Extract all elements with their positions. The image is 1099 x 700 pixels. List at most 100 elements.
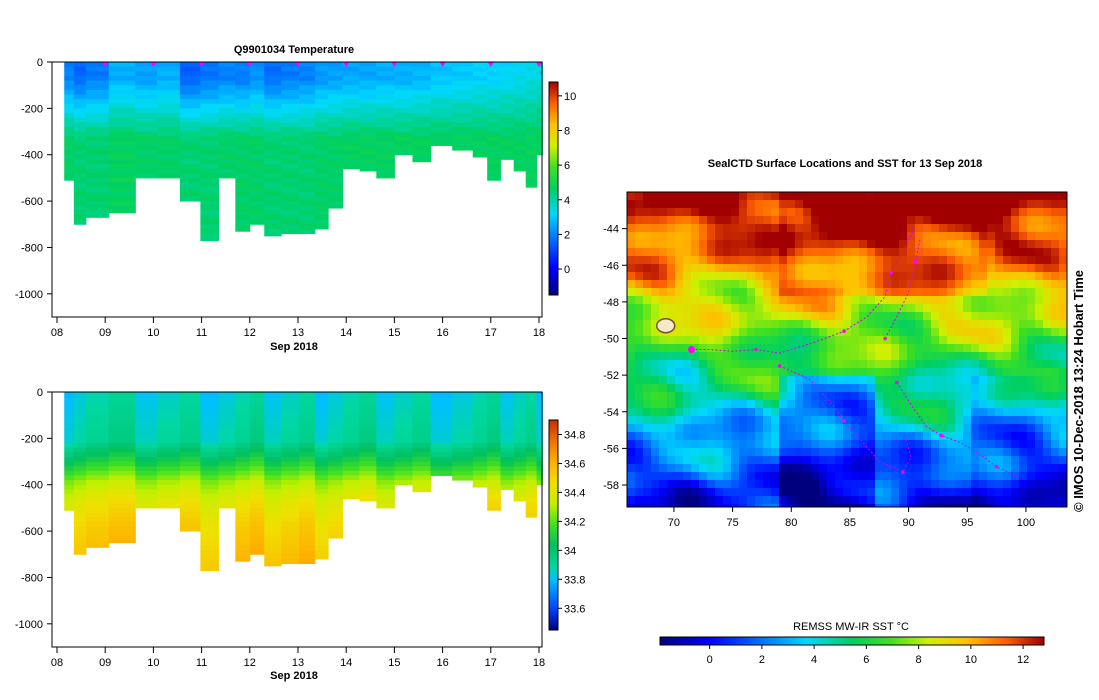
salinity-cell [281,433,300,439]
temperature-cell [135,89,158,95]
temperature-cell [249,99,265,105]
temperature-cell [299,177,316,184]
temperature-cell [299,113,316,119]
sst-cell [779,264,787,272]
sst-cell [915,192,923,200]
lat-tick-label: -56 [603,443,619,455]
temperature-cell [513,117,527,123]
temperature-cell [452,131,474,137]
temperature-cell [108,154,136,160]
sst-cell [699,440,707,448]
temperature-cell [376,122,395,128]
salinity-cell [200,424,219,430]
temperature-cell [513,75,527,82]
salinity-cell [536,410,543,416]
sst-cell [803,416,811,424]
sst-cell [699,192,707,200]
salinity-cell [157,470,181,476]
salinity-cell [452,438,474,444]
sst-cell [835,264,843,272]
sst-cell [715,464,723,472]
sst-cell [643,344,651,352]
salinity-cell [235,456,251,463]
temperature-cell [200,150,219,156]
sst-cell [1035,480,1043,488]
sst-cell [835,448,843,456]
sst-cell [883,328,891,336]
salinity-cell [500,456,515,463]
sst-cell [659,256,667,264]
sst-cell [763,240,771,248]
sst-cell [987,488,995,496]
sst-cell [875,464,883,472]
sst-cell [963,320,971,328]
sst-cell [1035,416,1043,424]
sst-cell [843,504,851,507]
salinity-cell [249,480,265,486]
sst-cell [1027,200,1035,208]
sst-cell [1059,488,1067,496]
sst-cell [1011,480,1019,488]
sst-cell [867,496,875,504]
salinity-cell [359,494,377,500]
sst-cell [987,208,995,216]
sst-cell [771,432,779,440]
salinity-cell [299,494,316,500]
salinity-cell [264,461,282,467]
sst-cell [795,480,803,488]
sst-cell [923,224,931,232]
sst-cell [675,472,683,480]
temperature-cell [328,62,344,68]
temperature-cell [157,164,181,170]
temperature-cell [200,201,219,207]
sst-cell [971,464,979,472]
salinity-cell [472,438,488,444]
sst-cell [651,280,659,288]
salinity-cell [264,438,282,444]
salinity-cell [359,405,377,412]
sst-cell [915,360,923,368]
sst-cell [1011,368,1019,376]
temperature-cell [472,136,488,142]
sst-cell [811,208,819,216]
sst-cell [931,360,939,368]
sst-cell [1019,352,1027,360]
temperature-cell [299,126,316,133]
sst-cell [1003,272,1011,280]
temperature-cell [73,187,87,193]
sst-cell [955,264,963,272]
lat-tick-label: -50 [603,334,619,346]
salinity-cell [299,545,316,551]
y-tick-label: -200 [21,433,43,445]
sst-cell [651,376,659,384]
temperature-cell [299,224,316,230]
sst-cell [875,440,883,448]
sst-cell [875,480,883,488]
salinity-cell [85,480,110,486]
sst-cell [707,464,715,472]
colorbar-tick-label: 10 [564,91,576,103]
temperature-cell [200,66,219,72]
sst-cell [683,416,691,424]
temperature-cell [235,182,251,188]
sst-cell [891,408,899,416]
sst-cell [1003,472,1011,480]
sst-cell [915,392,923,400]
sst-cell [659,224,667,232]
seal-track [691,228,915,354]
sst-cell [683,392,691,400]
sst-cell [827,480,835,488]
sst-cell [1011,240,1019,248]
sst-cell [627,240,635,248]
temperature-cell [513,85,527,91]
sst-cell [803,344,811,352]
sst-cell [723,464,731,472]
sst-cell [627,272,635,280]
salinity-cell [412,447,432,453]
sst-cell [827,248,835,256]
sst-cell [811,264,819,272]
salinity-cell [500,392,515,398]
salinity-cell [218,498,236,504]
sst-cell [795,496,803,504]
